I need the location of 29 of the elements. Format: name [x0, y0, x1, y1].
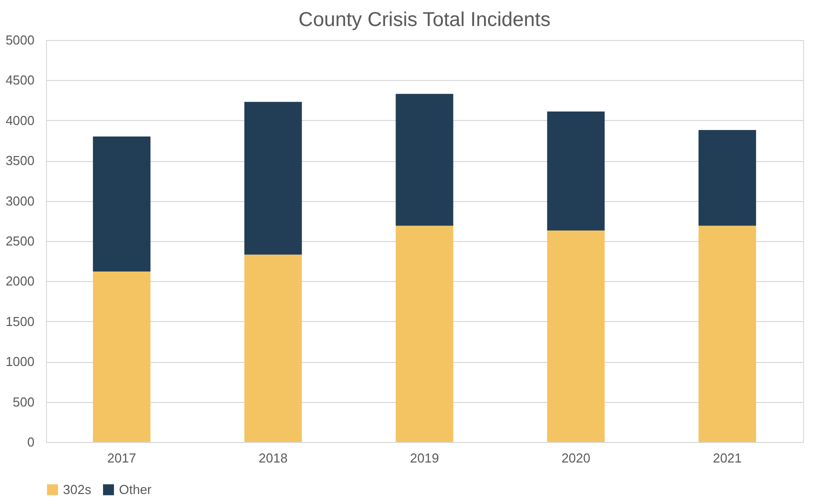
bar	[396, 94, 454, 226]
bar	[396, 226, 454, 442]
x-tick-label: 2021	[712, 450, 742, 466]
y-tick-label: 1500	[6, 314, 34, 329]
legend-label: 302s	[63, 482, 92, 497]
legend-label: Other	[119, 482, 152, 497]
y-tick-label: 500	[12, 394, 34, 410]
y-tick-label: 3500	[6, 153, 34, 168]
y-tick-label: 2500	[6, 234, 34, 248]
bar	[244, 102, 302, 255]
bar	[547, 112, 605, 231]
bar	[547, 230, 605, 442]
y-tick-label: 5000	[6, 32, 34, 48]
chart-title: County Crisis Total Incidents	[298, 9, 550, 31]
bar	[698, 130, 756, 226]
y-tick-label: 4500	[6, 72, 34, 88]
x-tick-label: 2018	[258, 450, 288, 466]
bar	[244, 254, 302, 442]
y-tick-label: 1000	[6, 354, 34, 370]
y-tick-label: 3000	[6, 193, 34, 208]
y-tick-label: 0	[27, 434, 34, 450]
x-tick-label: 2020	[561, 450, 590, 466]
y-tick-label: 4000	[6, 112, 34, 128]
bar	[92, 272, 150, 442]
y-tick-label: 2000	[6, 274, 34, 289]
x-tick-label: 2019	[410, 450, 439, 466]
bar	[92, 136, 150, 272]
x-tick-label: 2017	[107, 450, 136, 466]
bar	[698, 226, 756, 442]
